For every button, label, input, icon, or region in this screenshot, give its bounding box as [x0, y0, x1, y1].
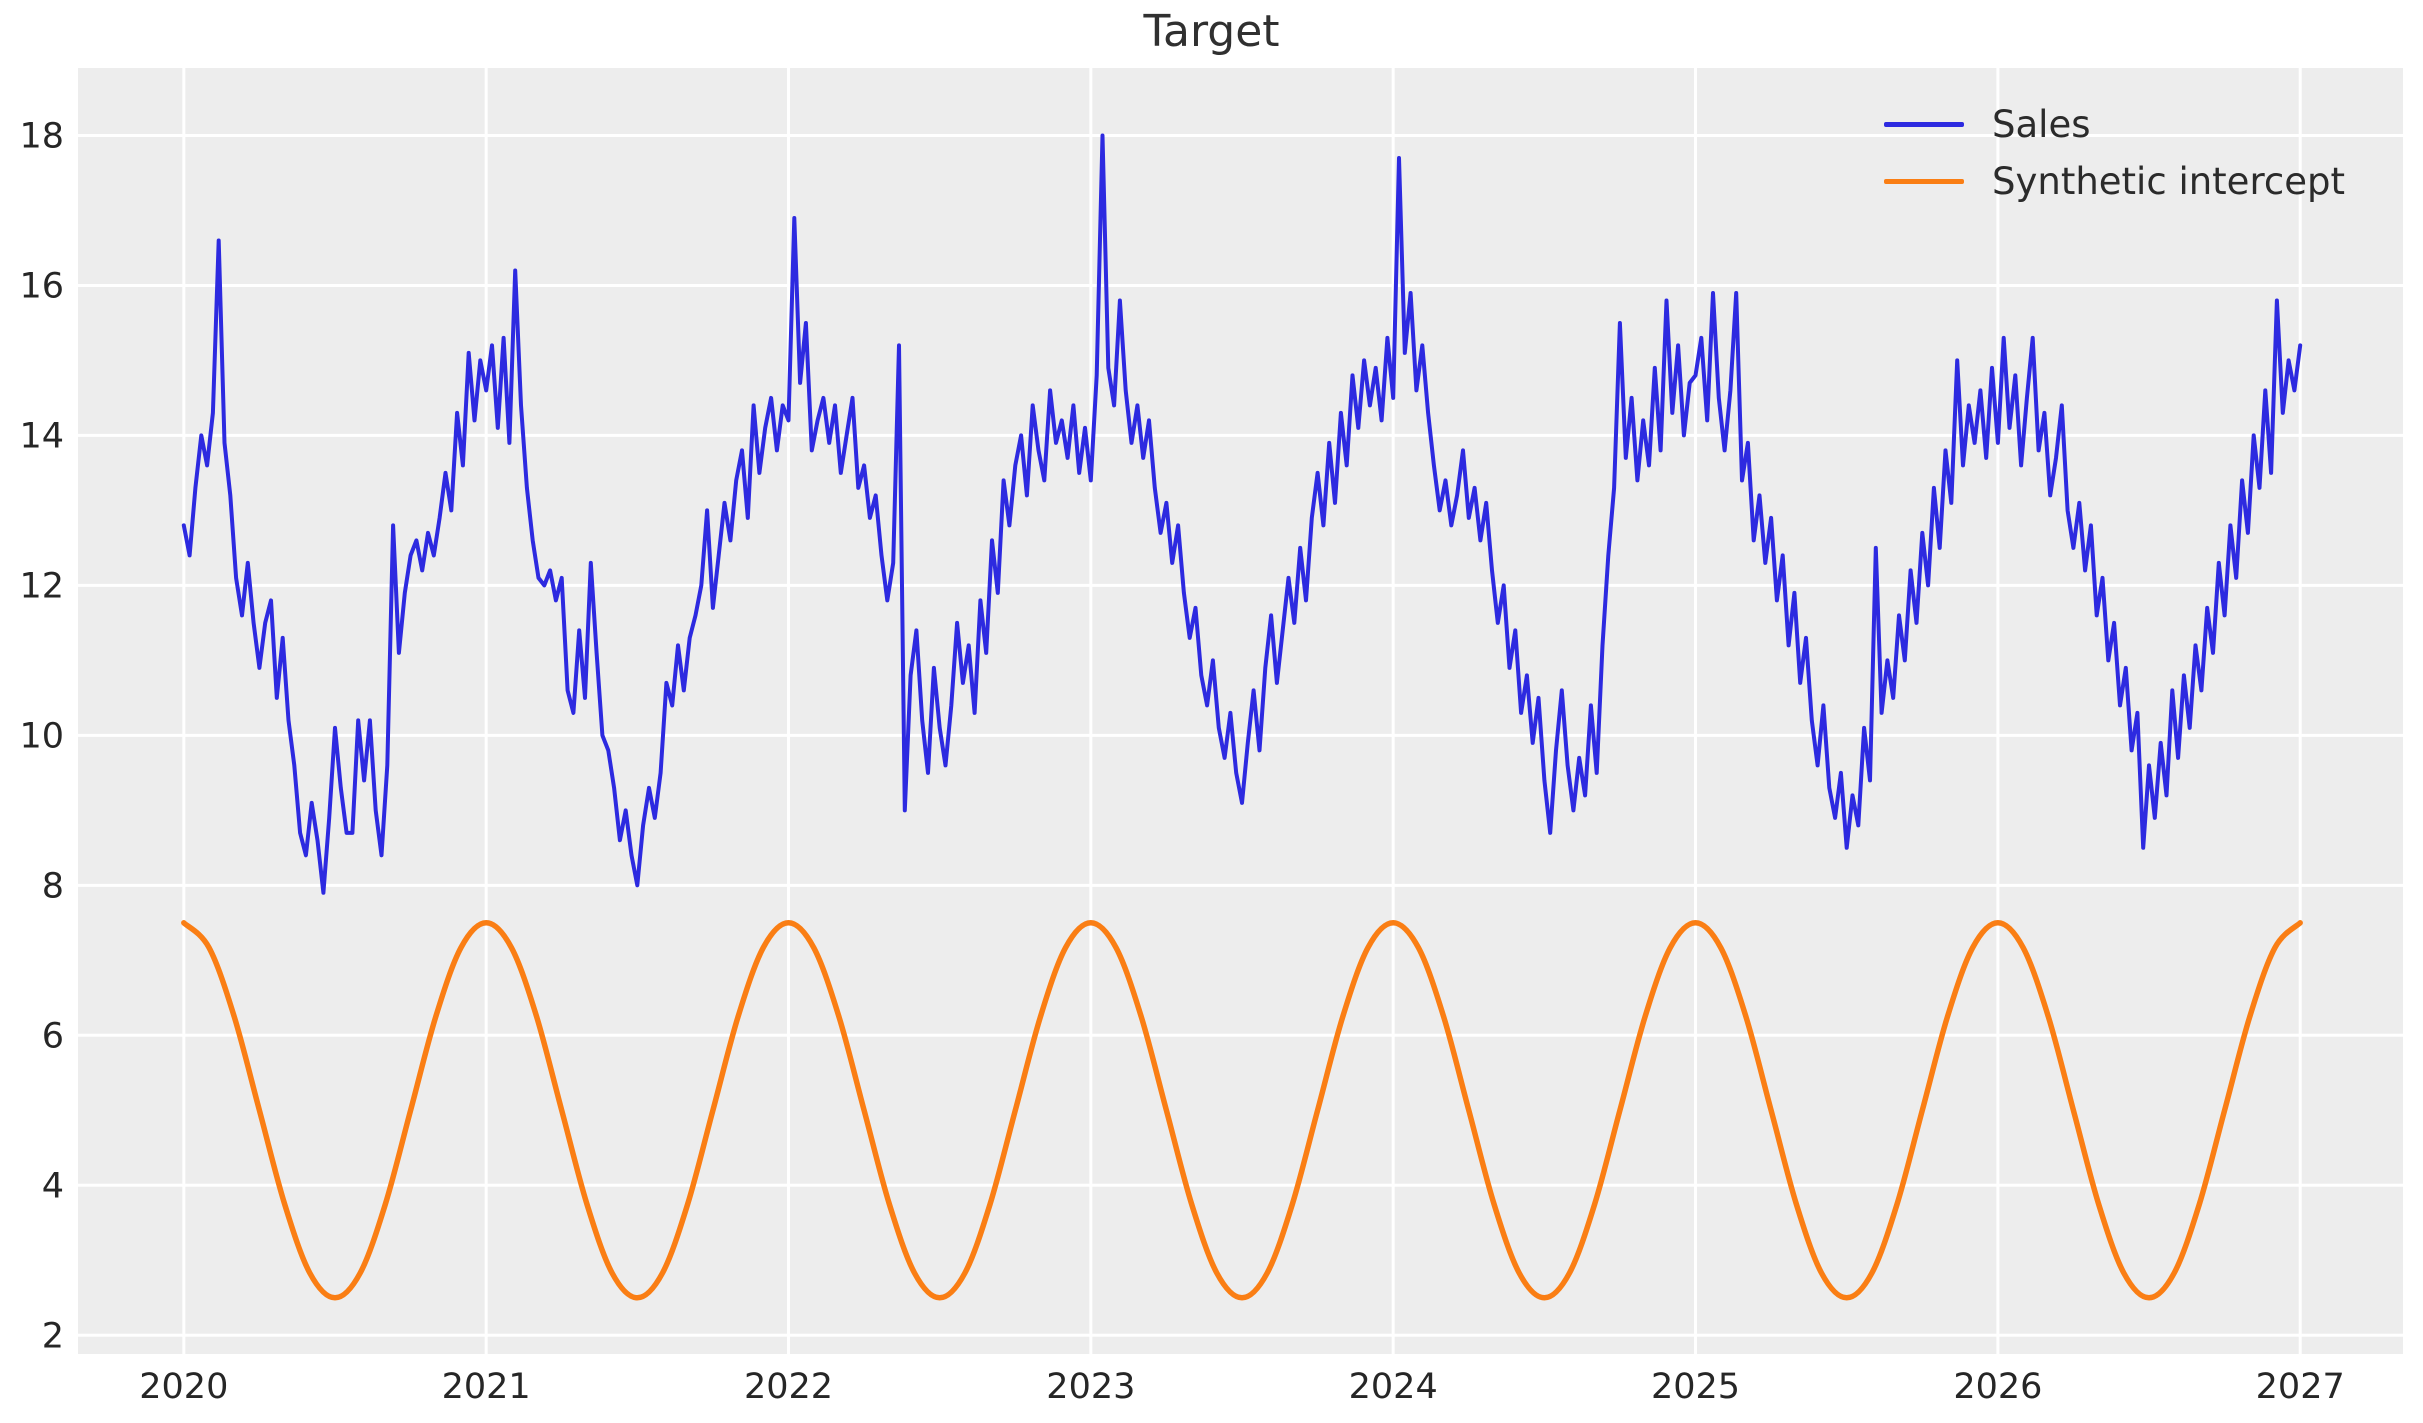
x-tick-label: 2027 — [2256, 1367, 2345, 1407]
y-tick-label: 10 — [19, 716, 64, 756]
x-tick-label: 2023 — [1046, 1367, 1135, 1407]
synthetic-intercept-line-swatch — [1884, 179, 1964, 184]
x-tick-label: 2026 — [1953, 1367, 2042, 1407]
x-tick-label: 2025 — [1651, 1367, 1740, 1407]
sales-line-swatch — [1884, 122, 1964, 127]
legend-label-sales: Sales — [1992, 103, 2091, 146]
x-tick-label: 2024 — [1349, 1367, 1438, 1407]
legend-item-synthetic-intercept: Synthetic intercept — [1884, 153, 2345, 210]
plot-area — [78, 68, 2403, 1354]
legend: Sales Synthetic intercept — [1884, 96, 2345, 210]
y-tick-label: 8 — [42, 866, 64, 906]
series-line-synthetic-intercept — [181, 920, 2303, 1301]
x-tick-label: 2021 — [442, 1367, 531, 1407]
y-tick-label: 12 — [19, 566, 64, 606]
series-line-sales — [181, 133, 2303, 895]
x-tick-label: 2022 — [744, 1367, 833, 1407]
y-tick-label: 18 — [19, 116, 64, 156]
x-tick-label: 2020 — [139, 1367, 228, 1407]
y-tick-label: 14 — [19, 416, 64, 456]
chart-title: Target — [1143, 6, 1280, 57]
legend-item-sales: Sales — [1884, 96, 2345, 153]
y-tick-label: 2 — [42, 1316, 64, 1356]
y-tick-label: 16 — [19, 266, 64, 306]
y-tick-label: 6 — [42, 1016, 64, 1056]
legend-label-synthetic-intercept: Synthetic intercept — [1992, 160, 2345, 203]
y-tick-label: 4 — [42, 1166, 64, 1206]
